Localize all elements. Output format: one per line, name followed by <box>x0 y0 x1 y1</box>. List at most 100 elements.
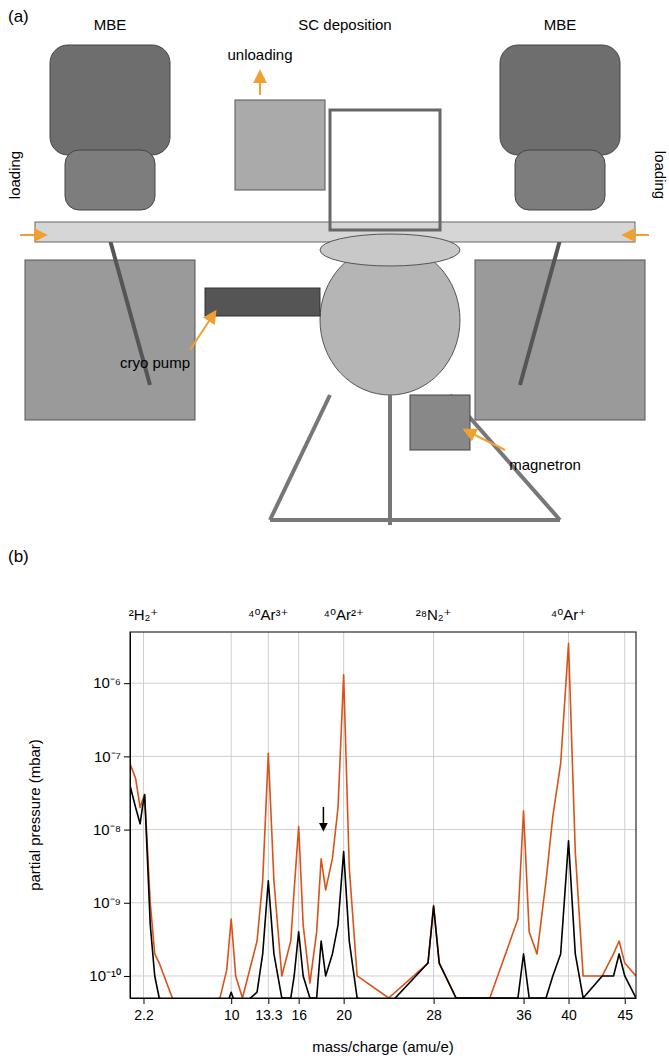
grid-line <box>143 632 144 998</box>
y-tick: 10⁻⁷ <box>94 748 130 765</box>
transfer-tube <box>35 222 635 242</box>
grid-line <box>130 902 636 903</box>
magnetron-body <box>410 395 470 450</box>
grid-line <box>130 756 636 757</box>
tick-label: 10⁻⁸ <box>93 821 121 838</box>
grid-line <box>433 632 434 998</box>
grid <box>130 632 636 998</box>
panel-label: (b) <box>8 547 29 566</box>
plot-area <box>130 643 636 998</box>
tick-label: 36 <box>516 1007 532 1023</box>
unloading-label: unloading <box>227 46 292 63</box>
peak-label: ⁴⁰Ar³⁺ <box>248 606 288 623</box>
y-tick: 10⁻⁶ <box>93 674 130 691</box>
tick-mark <box>569 998 570 1004</box>
x-tick: 16 <box>291 998 307 1023</box>
mbe-label: MBE <box>94 16 127 33</box>
axis-title: mass/charge (amu/e) <box>312 1038 454 1055</box>
panel-label: (a) <box>8 7 29 26</box>
tick-label: 13.3 <box>255 1007 282 1023</box>
x-tick: 2.2 <box>134 998 154 1023</box>
x-tick: 40 <box>561 998 577 1023</box>
tick-label: 10⁻¹⁰ <box>89 967 121 984</box>
peak-label: ²⁸N₂⁺ <box>416 606 452 623</box>
arrow <box>624 234 649 236</box>
mbe-label: MBE <box>544 16 577 33</box>
plot-frame <box>130 632 636 998</box>
tick-label: 20 <box>336 1007 352 1023</box>
unload-lock <box>235 100 325 190</box>
grid-line <box>268 632 269 998</box>
peak-label: ⁴⁰Ar²⁺ <box>323 606 363 623</box>
x-tick: 20 <box>336 998 352 1023</box>
spectrum-line <box>130 643 636 998</box>
figure: (a) MBE SC deposition MBE loading loading unlo… <box>0 0 669 1062</box>
sc-label: SC deposition <box>298 16 391 33</box>
spectrum-line <box>130 785 636 998</box>
tick-mark <box>124 903 130 904</box>
y-tick: 10⁻⁹ <box>93 894 130 911</box>
tick-mark <box>434 998 435 1004</box>
tick-label: 10⁻⁷ <box>94 748 121 765</box>
grid-line <box>130 683 636 684</box>
magnetron-label: magnetron <box>509 456 581 473</box>
x-axis: 2.2 10 13.3 16 20 28 36 40 45 <box>131 998 637 1023</box>
arrow <box>465 430 505 450</box>
tick-label: 40 <box>561 1007 577 1023</box>
manipulator-frame <box>330 110 440 230</box>
grid-line <box>568 632 569 998</box>
grid-line <box>130 975 636 976</box>
panel-a: (a) MBE SC deposition MBE loading loading unlo… <box>6 7 669 525</box>
tick-mark <box>231 998 232 1004</box>
tick-mark <box>299 998 300 1004</box>
x-tick: 36 <box>516 998 532 1023</box>
tick-label: 10 <box>224 1007 240 1023</box>
mbe-chamber <box>65 150 155 210</box>
tick-label: 28 <box>426 1007 442 1023</box>
tick-mark <box>524 998 525 1004</box>
tick-mark <box>268 998 269 1004</box>
mbe-cryo-shroud <box>500 45 620 155</box>
axis-title: partial pressure (mbar) <box>26 739 43 891</box>
loading-label: loading <box>6 151 23 199</box>
tick-mark <box>625 998 626 1004</box>
tick-mark <box>124 976 130 977</box>
cryo-pump-label: cryo pump <box>120 354 190 371</box>
arrow <box>190 312 215 350</box>
arrow <box>20 234 45 236</box>
y-tick: 10⁻¹⁰ <box>89 967 130 984</box>
y-tick: 10⁻⁸ <box>93 821 130 838</box>
chamber-lid <box>320 234 460 266</box>
support <box>520 240 560 385</box>
mbe-cryo-shroud <box>50 45 170 155</box>
grid-line <box>231 632 232 998</box>
arrow <box>323 807 325 830</box>
arrow <box>259 72 261 95</box>
tick-label: 10⁻⁹ <box>93 894 121 911</box>
tick-label: 2.2 <box>134 1007 154 1023</box>
tick-label: 10⁻⁶ <box>93 674 121 691</box>
tick-label: 16 <box>291 1007 307 1023</box>
tick-mark <box>124 830 130 831</box>
tick-mark <box>124 756 130 757</box>
x-tick: 28 <box>426 998 442 1023</box>
grid-line <box>130 829 636 830</box>
deposition-chamber <box>320 245 460 395</box>
tick-mark <box>124 683 130 684</box>
panel-b: (b)2.21013.316202836404510⁻¹⁰10⁻⁹10⁻⁸10⁻… <box>8 547 637 1055</box>
mbe-frame <box>475 260 645 420</box>
mbe-frame <box>25 260 195 420</box>
tick-label: 45 <box>617 1007 633 1023</box>
loading-label: loading <box>652 151 669 199</box>
peak-label: ⁴⁰Ar⁺ <box>551 606 586 623</box>
tick-mark <box>344 998 345 1004</box>
y-axis: 10⁻¹⁰ 10⁻⁹ 10⁻⁸ 10⁻⁷ 10⁻⁶ <box>89 633 130 999</box>
mbe-chamber <box>515 150 605 210</box>
grid-line <box>624 632 625 998</box>
cryo-pump-body <box>205 288 320 316</box>
x-tick: 13.3 <box>255 998 282 1023</box>
tick-mark <box>143 998 144 1004</box>
peak-label: ²H₂⁺ <box>129 606 159 623</box>
x-tick: 45 <box>617 998 633 1023</box>
x-tick: 10 <box>224 998 240 1023</box>
